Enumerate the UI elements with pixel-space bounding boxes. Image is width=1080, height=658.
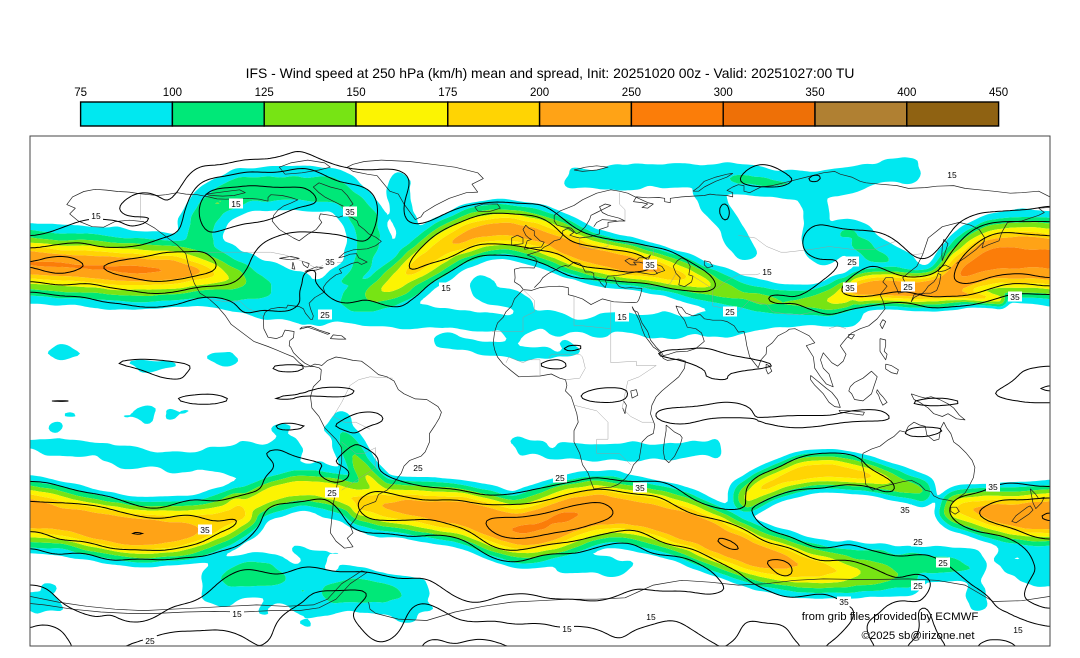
svg-text:25: 25 [903, 282, 913, 292]
svg-text:35: 35 [839, 597, 849, 607]
svg-text:25: 25 [913, 537, 923, 547]
svg-text:300: 300 [714, 87, 733, 99]
svg-text:35: 35 [645, 260, 655, 270]
svg-text:150: 150 [346, 87, 365, 99]
svg-text:15: 15 [762, 267, 772, 277]
svg-text:35: 35 [325, 257, 335, 267]
svg-text:15: 15 [646, 612, 656, 622]
svg-text:25: 25 [913, 581, 923, 591]
svg-text:35: 35 [200, 525, 210, 535]
svg-text:15: 15 [617, 312, 627, 322]
svg-text:15: 15 [232, 609, 242, 619]
svg-text:IFS - Wind speed at 250 hPa (k: IFS - Wind speed at 250 hPa (km/h) mean … [246, 65, 855, 81]
svg-text:35: 35 [900, 505, 910, 515]
svg-text:15: 15 [562, 624, 572, 634]
svg-text:15: 15 [947, 170, 957, 180]
svg-text:35: 35 [345, 207, 355, 217]
svg-text:25: 25 [725, 307, 735, 317]
svg-text:35: 35 [988, 482, 998, 492]
svg-text:200: 200 [530, 87, 549, 99]
svg-text:25: 25 [327, 488, 337, 498]
svg-text:25: 25 [320, 310, 330, 320]
svg-text:400: 400 [897, 87, 916, 99]
svg-text:35: 35 [635, 483, 645, 493]
svg-text:25: 25 [847, 257, 857, 267]
svg-text:125: 125 [255, 87, 274, 99]
svg-text:250: 250 [622, 87, 641, 99]
svg-text:35: 35 [1010, 292, 1020, 302]
svg-text:25: 25 [145, 636, 155, 646]
svg-text:35: 35 [845, 283, 855, 293]
svg-text:15: 15 [231, 199, 241, 209]
svg-text:15: 15 [1013, 625, 1023, 635]
svg-text:100: 100 [163, 87, 182, 99]
svg-text:15: 15 [91, 211, 101, 221]
svg-text:15: 15 [441, 283, 451, 293]
svg-text:175: 175 [438, 87, 457, 99]
svg-text:350: 350 [805, 87, 824, 99]
svg-text:25: 25 [413, 463, 423, 473]
svg-text:25: 25 [555, 473, 565, 483]
svg-text:75: 75 [74, 87, 87, 99]
svg-text:from grib files provided by EC: from grib files provided by ECMWF [802, 611, 979, 623]
svg-text:450: 450 [989, 87, 1008, 99]
svg-text:25: 25 [938, 558, 948, 568]
svg-text:©2025 sb@irizone.net: ©2025 sb@irizone.net [861, 630, 975, 642]
